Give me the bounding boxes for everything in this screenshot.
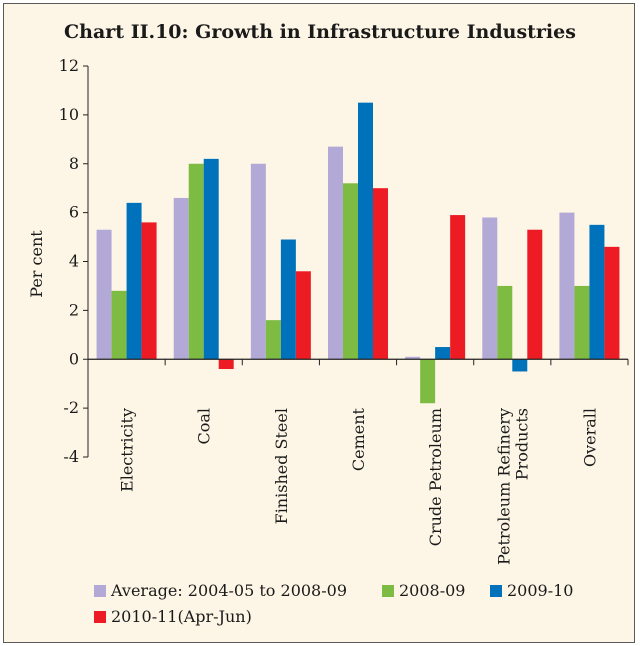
category-label: Crude Petroleum xyxy=(426,408,445,546)
bar xyxy=(574,285,590,360)
bar xyxy=(343,183,358,360)
legend-swatch xyxy=(382,585,394,597)
category-label: Cement xyxy=(349,407,368,471)
category-label: Overall xyxy=(580,408,599,467)
plot-area: -4 -2 0 2 4 6 8 10 12 Electricity Coal Finished Ste… xyxy=(59,56,629,565)
legend-label: Average: 2004-05 to 2008-09 xyxy=(110,581,347,600)
y-tick-label: 8 xyxy=(69,154,79,173)
bar xyxy=(203,158,219,360)
bar xyxy=(141,222,157,360)
bar xyxy=(250,163,266,360)
bar xyxy=(420,359,436,404)
category-label: Products xyxy=(512,408,531,480)
category-label: Finished Steel xyxy=(272,408,291,524)
bar xyxy=(280,239,296,360)
y-tick-label: -4 xyxy=(63,447,79,466)
bar xyxy=(265,320,281,360)
bar xyxy=(405,356,421,360)
y-axis-label: Per cent xyxy=(27,230,46,298)
legend-swatch xyxy=(490,585,502,597)
bar xyxy=(497,285,513,360)
y-tick-label: 10 xyxy=(59,105,79,124)
bar xyxy=(527,229,543,360)
bar xyxy=(559,212,575,360)
category-label: Electricity xyxy=(118,408,137,492)
y-tick-label: 4 xyxy=(69,252,79,271)
legend-label: 2010-11(Apr-Jun) xyxy=(111,607,252,626)
bar xyxy=(295,271,311,360)
legend-swatch xyxy=(94,611,106,623)
bar xyxy=(373,188,388,360)
bar xyxy=(188,163,204,360)
category-label: Coal xyxy=(195,408,214,445)
legend-label: 2008-09 xyxy=(399,581,465,600)
bar xyxy=(512,359,528,372)
bar xyxy=(328,146,343,360)
bar xyxy=(96,229,112,360)
bar xyxy=(450,215,466,360)
bar xyxy=(111,290,127,360)
bar xyxy=(126,202,142,360)
y-tick-label: 12 xyxy=(59,56,79,75)
chart-title: Chart II.10: Growth in Infrastructure In… xyxy=(64,21,576,43)
bar xyxy=(435,347,451,360)
bar-chart: Chart II.10: Growth in Infrastructure In… xyxy=(27,21,629,626)
y-tick-label: 6 xyxy=(69,203,79,222)
legend-label: 2009-10 xyxy=(507,581,573,600)
legend-swatch xyxy=(94,585,106,597)
category-label: Petroleum Refinery xyxy=(494,408,513,565)
bar xyxy=(358,102,373,360)
y-tick-label: 2 xyxy=(69,300,79,319)
y-tick-label: 0 xyxy=(69,349,79,368)
bar xyxy=(482,217,498,360)
legend: Average: 2004-05 to 2008-09 2008-09 2009-1… xyxy=(94,581,573,626)
bar xyxy=(173,197,189,360)
y-tick-label: -2 xyxy=(63,398,79,417)
bar xyxy=(604,246,620,360)
bar xyxy=(589,224,605,360)
bar xyxy=(218,359,234,370)
chart-frame: Chart II.10: Growth in Infrastructure In… xyxy=(3,3,635,643)
